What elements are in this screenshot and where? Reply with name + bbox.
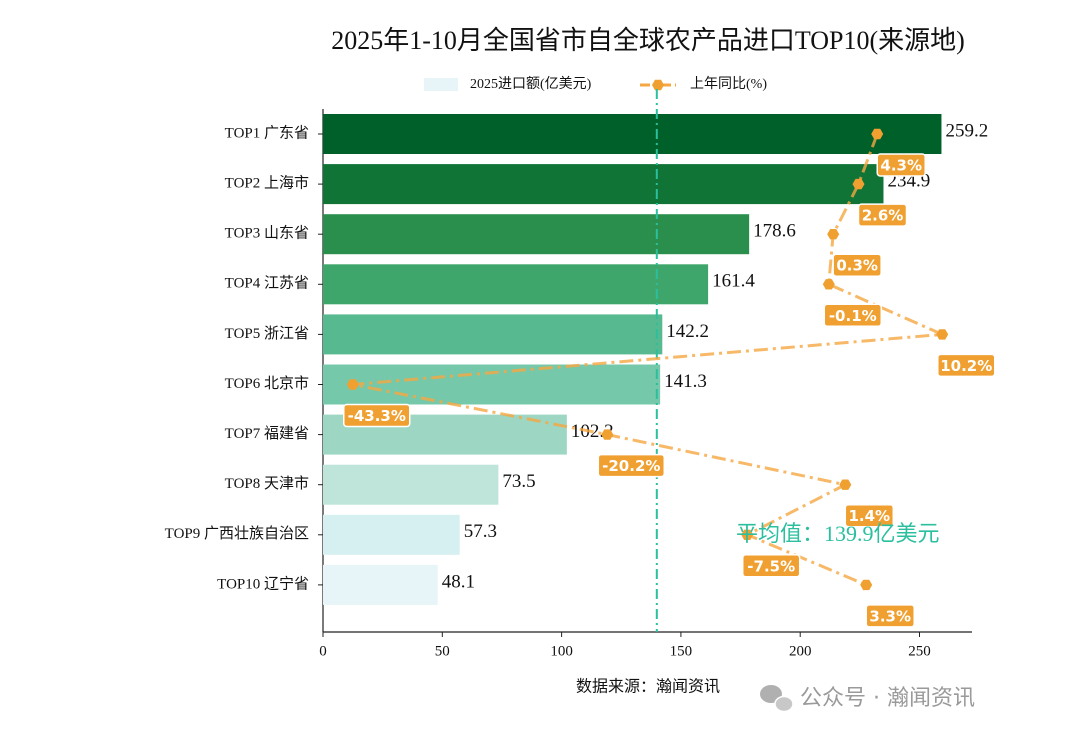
yoy-label-text: 4.3%: [880, 157, 922, 175]
yoy-label-text: -0.1%: [829, 307, 877, 325]
source-note: 数据来源：瀚闻资讯: [576, 678, 720, 696]
yoy-label-text: 3.3%: [869, 607, 911, 625]
yoy-marker: [871, 128, 884, 140]
bar: [323, 364, 661, 405]
yoy-label-text: -20.2%: [602, 457, 660, 475]
legend-label: 上年同比(%): [690, 76, 767, 92]
x-tick-label: 0: [319, 643, 327, 659]
yoy-label-text: 2.6%: [862, 207, 904, 225]
bar-value-label: 259.2: [945, 120, 988, 141]
yoy-label-box: [343, 403, 411, 428]
y-tick-label: TOP9 广西壮族自治区: [165, 525, 309, 542]
y-tick-label: TOP4 江苏省: [225, 275, 309, 292]
bar-value-label: 48.1: [442, 571, 475, 592]
yoy-label-box: [936, 353, 996, 378]
yoy-label-box: [876, 153, 926, 177]
yoy-label: 1.4%: [844, 503, 895, 528]
bar-value-label: 178.6: [753, 221, 796, 242]
bar-value-label: 142.2: [666, 321, 709, 342]
x-tick-label: 250: [908, 643, 931, 659]
bar: [323, 114, 942, 154]
yoy-label: -43.3%: [343, 403, 411, 428]
bar-value-label: 57.3: [464, 521, 497, 542]
yoy-label-text: -43.3%: [348, 407, 406, 425]
legend-marker: [652, 79, 664, 91]
wechat-icon: [760, 685, 794, 713]
watermark: 公众号 · 瀚闻资讯: [800, 686, 975, 711]
yoy-marker: [839, 479, 852, 490]
bar: [323, 314, 663, 355]
yoy-label-box: [597, 453, 666, 478]
bar-value-label: 141.3: [664, 371, 707, 392]
yoy-label-text: 0.3%: [836, 257, 878, 275]
yoy-label-box: [832, 253, 882, 277]
bar: [323, 564, 438, 605]
y-tick-label: TOP5 浙江省: [225, 325, 309, 342]
y-tick-label: TOP7 福建省: [225, 425, 309, 442]
mean-label: 平均值：139.9亿美元: [736, 521, 940, 546]
yoy-label-text: -7.5%: [747, 557, 795, 575]
yoy-label-text: 10.2%: [940, 357, 992, 375]
yoy-label: -7.5%: [741, 554, 801, 578]
y-tick-label: TOP10 辽宁省: [217, 575, 309, 592]
yoy-marker: [822, 279, 835, 290]
bar: [323, 164, 884, 205]
yoy-label-box: [823, 303, 883, 328]
yoy-line: [352, 133, 943, 587]
yoy-label: 0.3%: [832, 253, 882, 277]
bar: [323, 514, 460, 555]
y-tick-label: TOP2 上海市: [225, 175, 309, 192]
legend-swatch: [424, 78, 458, 91]
yoy-marker: [827, 229, 840, 240]
x-tick-label: 100: [550, 643, 573, 659]
y-tick-label: TOP6 北京市: [225, 375, 309, 392]
y-tick-label: TOP3 山东省: [225, 225, 309, 242]
yoy-label-box: [844, 503, 895, 528]
yoy-label-box: [741, 554, 801, 578]
x-tick-label: 150: [670, 643, 693, 659]
yoy-label: 2.6%: [857, 203, 908, 227]
bar-value-label: 161.4: [712, 271, 755, 292]
yoy-label: -20.2%: [597, 453, 666, 478]
yoy-marker: [346, 379, 359, 390]
chart-title: 2025年1-10月全国省市自全球农产品进口TOP10(来源地): [331, 26, 965, 55]
yoy-marker: [741, 529, 754, 540]
bar: [323, 264, 709, 305]
yoy-label-box: [857, 203, 908, 227]
bar: [323, 464, 499, 505]
yoy-marker: [601, 429, 614, 440]
yoy-label: 10.2%: [936, 353, 996, 378]
yoy-label: 4.3%: [876, 153, 926, 177]
yoy-label-box: [865, 604, 915, 628]
x-tick-label: 200: [789, 643, 812, 659]
yoy-marker: [860, 579, 873, 591]
y-tick-label: TOP1 广东省: [225, 124, 309, 141]
legend-label: 2025进口额(亿美元): [470, 76, 592, 92]
y-tick-label: TOP8 天津市: [225, 475, 309, 492]
bar: [323, 214, 750, 255]
yoy-label: 3.3%: [865, 604, 915, 628]
bar-value-label: 73.5: [502, 471, 535, 492]
yoy-label-text: 1.4%: [848, 507, 890, 525]
yoy-label: -0.1%: [823, 303, 883, 328]
x-tick-label: 50: [435, 643, 450, 659]
yoy-marker: [936, 329, 949, 340]
yoy-marker: [852, 178, 865, 190]
